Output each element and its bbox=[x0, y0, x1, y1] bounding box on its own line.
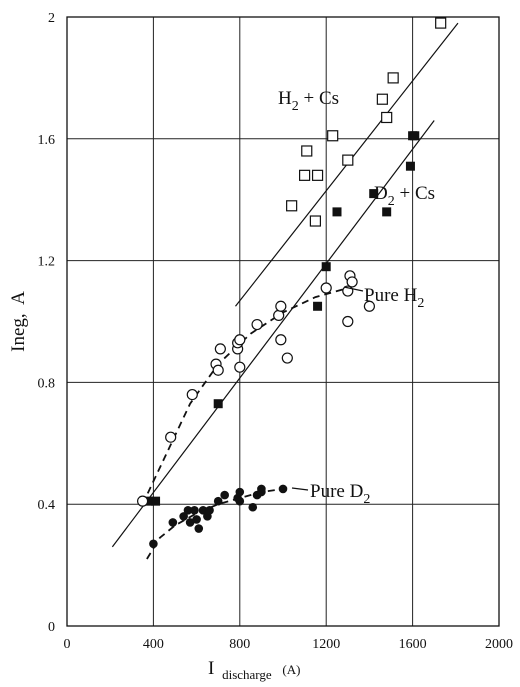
x-tick-label: 1200 bbox=[312, 637, 340, 652]
y-tick-label: 1.6 bbox=[38, 133, 56, 148]
point-pure-d2 bbox=[149, 539, 158, 549]
x-tick-label: 400 bbox=[143, 637, 164, 652]
series-annotations: H2 + Cs D2 + Cs Pure H2 Pure D2 bbox=[278, 88, 435, 507]
point-pure-h2 bbox=[346, 276, 358, 288]
annotation-pure-d2: Pure D2 bbox=[310, 481, 370, 507]
point-d2-cs bbox=[382, 207, 392, 217]
point-pure-d2 bbox=[248, 502, 258, 512]
point-pure-h2 bbox=[320, 282, 332, 294]
point-pure-h2 bbox=[137, 495, 149, 507]
point-h2-cs bbox=[327, 130, 339, 142]
point-pure-h2 bbox=[212, 364, 224, 376]
x-tick-label: 800 bbox=[229, 637, 250, 652]
point-h2-cs bbox=[311, 169, 324, 181]
point-pure-h2 bbox=[234, 334, 246, 346]
point-d2-cs bbox=[369, 189, 379, 199]
x-axis-label-main: I bbox=[208, 658, 214, 679]
point-d2-cs bbox=[151, 496, 161, 506]
point-pure-d2 bbox=[220, 490, 229, 500]
point-h2-cs bbox=[376, 93, 388, 105]
x-axis-label-subscript: discharge bbox=[222, 667, 272, 682]
point-pure-d2 bbox=[194, 524, 204, 533]
x-tick-label: 1600 bbox=[399, 637, 427, 652]
point-h2-cs bbox=[301, 145, 313, 157]
y-tick-label: 2 bbox=[48, 11, 55, 26]
fit-line-d2-cs bbox=[111, 120, 435, 548]
y-tick-label: 0.8 bbox=[38, 376, 56, 391]
point-d2-cs bbox=[321, 262, 331, 272]
point-d2-cs bbox=[213, 399, 223, 409]
point-d2-cs bbox=[405, 161, 415, 171]
point-pure-d2 bbox=[185, 518, 195, 527]
point-pure-h2 bbox=[275, 300, 287, 312]
point-pure-h2 bbox=[275, 334, 287, 346]
x-tick-label: 0 bbox=[64, 637, 71, 652]
plot-frame bbox=[66, 16, 500, 627]
x-axis-label: I discharge (A) bbox=[208, 658, 300, 684]
x-tick-label: 2000 bbox=[485, 637, 513, 652]
y-tick-label: 0.4 bbox=[38, 498, 56, 513]
point-pure-d2 bbox=[179, 512, 188, 521]
point-d2-cs bbox=[332, 207, 342, 217]
point-pure-d2 bbox=[278, 484, 288, 494]
annotation-h2-cs: H2 + Cs bbox=[278, 88, 339, 114]
annotation-d2-cs: D2 + Cs bbox=[374, 183, 435, 209]
point-pure-h2 bbox=[234, 361, 246, 373]
point-pure-h2 bbox=[342, 315, 354, 328]
point-d2-cs bbox=[144, 496, 154, 506]
point-pure-h2 bbox=[214, 343, 226, 355]
point-h2-cs bbox=[342, 154, 354, 166]
data-points bbox=[137, 17, 447, 549]
annotation-pure-h2: Pure H2 bbox=[364, 285, 424, 311]
point-pure-d2 bbox=[183, 505, 193, 515]
y-axis-label: Ineg, A bbox=[8, 291, 29, 352]
point-pure-h2 bbox=[251, 318, 263, 331]
x-tick-labels: 0 400 800 1200 1600 2000 bbox=[64, 637, 514, 652]
fit-line-pure-h2 bbox=[141, 287, 349, 505]
point-pure-d2 bbox=[257, 487, 266, 497]
point-pure-h2 bbox=[273, 309, 285, 322]
point-pure-h2 bbox=[186, 388, 198, 401]
point-d2-cs bbox=[410, 131, 420, 141]
y-tick-labels: 0 0.4 0.8 1.2 1.6 2 bbox=[38, 11, 56, 635]
point-pure-d2 bbox=[168, 518, 178, 527]
point-h2-cs bbox=[309, 215, 321, 227]
point-pure-h2 bbox=[363, 300, 375, 312]
point-pure-d2 bbox=[192, 515, 201, 524]
point-pure-d2 bbox=[235, 487, 245, 497]
point-pure-d2 bbox=[190, 505, 199, 515]
point-h2-cs bbox=[435, 17, 447, 29]
point-pure-d2 bbox=[235, 496, 245, 506]
y-tick-label: 0 bbox=[48, 620, 55, 635]
point-pure-d2 bbox=[198, 505, 208, 515]
point-pure-d2 bbox=[205, 505, 214, 515]
point-pure-h2 bbox=[165, 431, 177, 443]
point-d2-cs bbox=[313, 301, 323, 311]
x-axis-label-unit: (A) bbox=[282, 662, 300, 677]
point-h2-cs bbox=[387, 72, 399, 84]
y-tick-label: 1.2 bbox=[38, 255, 56, 270]
point-pure-d2 bbox=[213, 496, 223, 506]
grid-lines bbox=[67, 17, 499, 626]
annotation-pure-d2-leader bbox=[291, 487, 309, 491]
point-pure-h2 bbox=[281, 352, 293, 364]
annotation-pure-h2-leader bbox=[343, 286, 364, 292]
point-h2-cs bbox=[286, 200, 298, 212]
point-h2-cs bbox=[381, 111, 393, 124]
point-h2-cs bbox=[299, 169, 311, 181]
